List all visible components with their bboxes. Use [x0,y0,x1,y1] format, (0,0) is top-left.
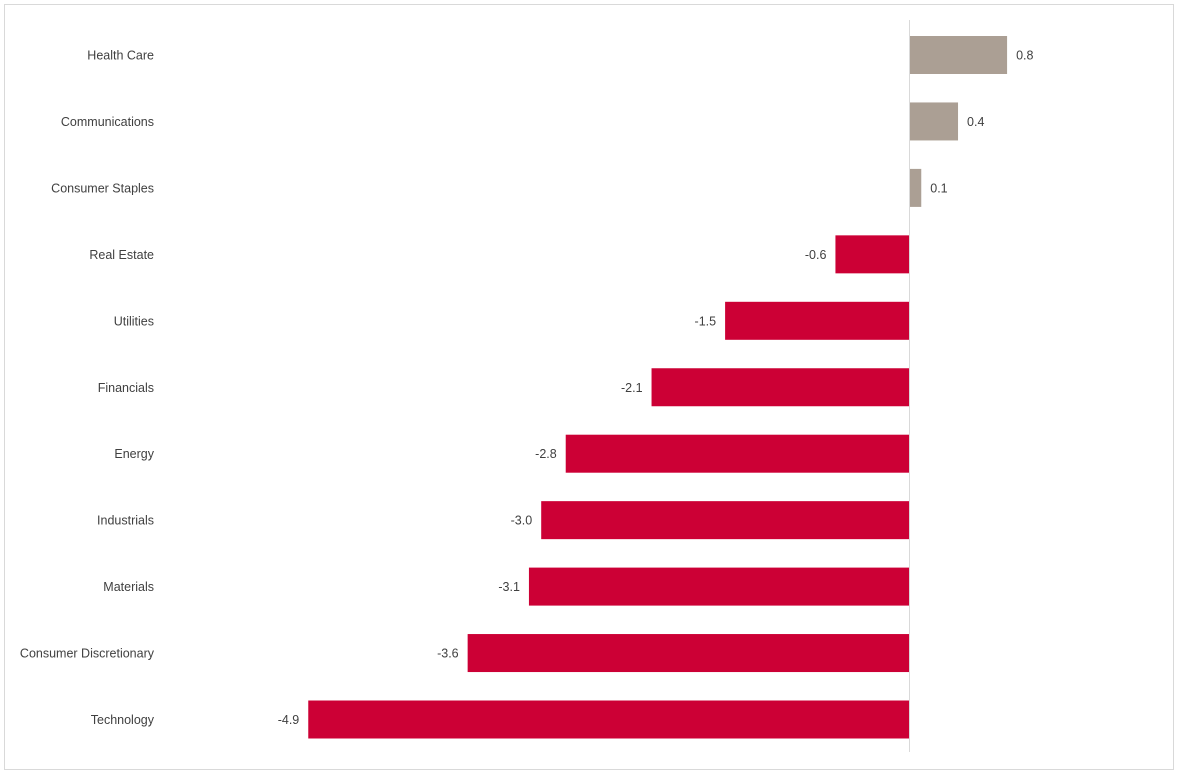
data-label: -3.0 [511,514,533,528]
data-label: -1.5 [695,314,717,328]
bar-energy [565,434,909,473]
category-label: Industrials [97,514,154,528]
data-label: -2.8 [535,447,557,461]
data-label: -2.1 [621,381,643,395]
data-label: -4.9 [278,713,300,727]
data-label: -0.6 [805,248,827,262]
category-label: Consumer Staples [51,181,154,195]
data-label: 0.4 [967,115,984,129]
bar-real-estate [835,235,909,274]
data-label: 0.8 [1016,49,1033,63]
data-label: -3.6 [437,647,459,661]
category-label: Real Estate [89,248,154,262]
category-label: Utilities [114,314,154,328]
category-label: Energy [114,447,154,461]
bar-health-care [909,36,1008,74]
bar-utilities [725,301,909,340]
data-label: -3.1 [498,580,520,594]
category-label: Health Care [87,49,154,63]
bar-industrials [541,501,909,540]
bar-technology [308,700,909,739]
category-label: Technology [91,713,155,727]
category-label: Materials [103,580,154,594]
category-label: Consumer Discretionary [20,647,155,661]
category-label: Financials [98,381,154,395]
bar-materials [528,567,909,606]
bar-communications [909,102,959,141]
category-label: Communications [61,115,154,129]
bar-consumer-discretionary [467,634,909,673]
bar-financials [651,368,909,407]
bar-consumer-staples [909,168,922,207]
data-label: 0.1 [930,181,947,195]
